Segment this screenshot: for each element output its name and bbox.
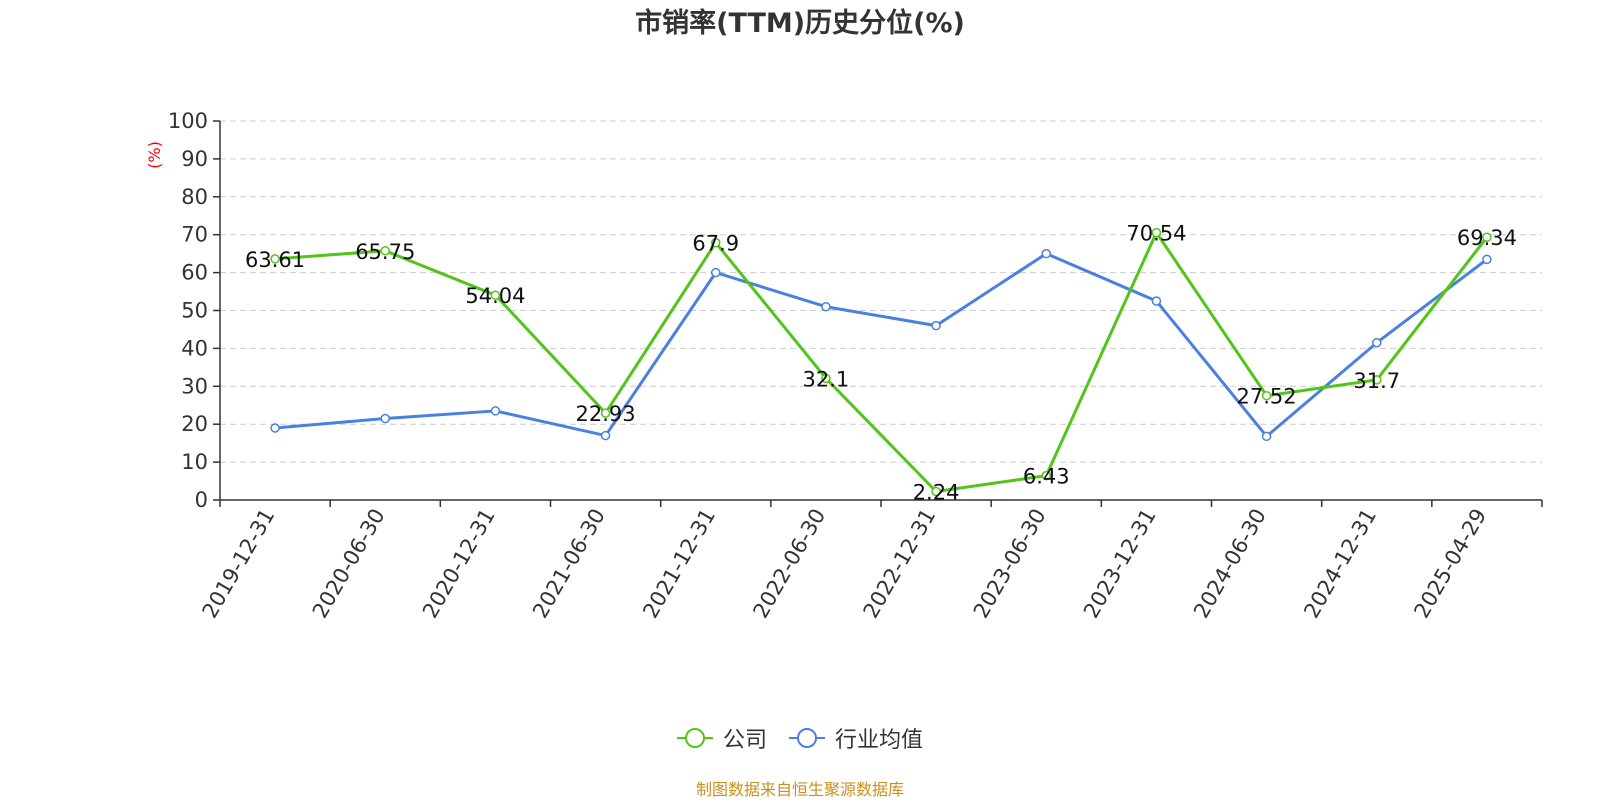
data-point (490, 290, 501, 300)
x-tick-label: 2025-04-29 (1409, 505, 1491, 623)
x-tick-label: 2023-12-31 (1079, 505, 1161, 623)
data-label: 2.24 (913, 481, 960, 505)
data-point (711, 267, 721, 278)
y-tick-label: 30 (181, 374, 208, 398)
data-point (1261, 390, 1272, 401)
data-label: 63.61 (245, 248, 305, 272)
y-tick-label: 80 (181, 185, 208, 209)
series-line (274, 252, 1488, 438)
data-labels: 63.61 65.75 54.04 22.93 67.9 32.1 2.24 6.43 70.5… (245, 222, 1517, 505)
data-point (1041, 470, 1051, 481)
data-point (931, 320, 941, 331)
y-tick-label: 20 (181, 412, 208, 436)
y-tick-label: 10 (181, 450, 208, 474)
y-tick-label: 90 (181, 147, 208, 171)
data-point (600, 430, 611, 441)
legend-label-industry-average: 行业均值 (835, 728, 924, 753)
legend-item-industry-average[interactable]: 行业均值 (789, 722, 923, 754)
data-point (490, 406, 501, 416)
legend-item-company[interactable]: 公司 (676, 722, 767, 754)
legend: 公司 行业均值 (0, 722, 1600, 754)
y-tick-label: 40 (181, 336, 208, 360)
data-point (270, 254, 280, 264)
legend-label-company: 公司 (722, 728, 767, 753)
data-point (821, 373, 831, 384)
data-label: 22.93 (576, 402, 636, 426)
data-point (600, 408, 611, 418)
x-tick-label: 2021-06-30 (528, 505, 610, 623)
data-point (270, 423, 280, 433)
y-axis-label: (%) (145, 141, 164, 169)
data-point (931, 486, 941, 497)
x-tick-label: 2021-12-31 (638, 505, 720, 623)
x-tick-label: 2019-12-31 (198, 505, 280, 623)
data-label: 65.75 (355, 240, 415, 264)
x-tick-label: 2024-12-31 (1299, 505, 1381, 623)
series-line (274, 231, 1489, 494)
grid-lines (220, 120, 1542, 463)
chart-title: 市销率(TTM)历史分位(%) (635, 8, 965, 39)
data-label: 67.9 (692, 232, 739, 256)
data-label: 70.54 (1126, 222, 1186, 246)
y-tick-label: 60 (181, 261, 208, 285)
series-layer (270, 227, 1492, 497)
data-point (1151, 296, 1162, 306)
y-tick-label: 70 (181, 223, 208, 247)
data-point (1261, 431, 1272, 442)
data-source-note: 制图数据来自恒生聚源数据库 (695, 780, 904, 799)
x-tick-label: 2023-06-30 (969, 505, 1051, 623)
data-point (1482, 232, 1492, 242)
data-label: 31.7 (1353, 369, 1400, 393)
y-tick-label: 50 (181, 299, 208, 323)
x-tick-label: 2022-12-31 (859, 504, 941, 622)
data-point (1372, 375, 1382, 385)
data-point (1482, 254, 1492, 265)
data-point (1372, 337, 1382, 348)
data-point (380, 413, 390, 424)
x-tick-label: 2020-06-30 (308, 505, 390, 623)
data-point (1041, 248, 1051, 259)
x-tick-label: 2020-12-31 (418, 504, 500, 622)
data-label: 69.34 (1457, 226, 1517, 250)
data-label: 32.1 (803, 367, 850, 391)
axes: 0 10 20 30 40 50 60 70 80 90 100 2019-12-31 2020-06-… (168, 109, 1543, 623)
data-label: 27.52 (1237, 385, 1297, 409)
legend-line-marker-icon (676, 728, 713, 748)
y-tick-label: 100 (168, 109, 208, 133)
x-tick-label: 2024-06-30 (1189, 505, 1271, 623)
x-tick-label: 2022-06-30 (748, 505, 830, 623)
y-tick-label: 0 (195, 488, 208, 512)
data-point (711, 237, 721, 248)
data-point (821, 301, 831, 312)
data-label: 6.43 (1023, 465, 1070, 489)
data-label: 54.04 (465, 284, 525, 308)
data-point (380, 246, 390, 256)
data-point (1151, 227, 1162, 238)
legend-line-marker-icon (789, 728, 825, 748)
